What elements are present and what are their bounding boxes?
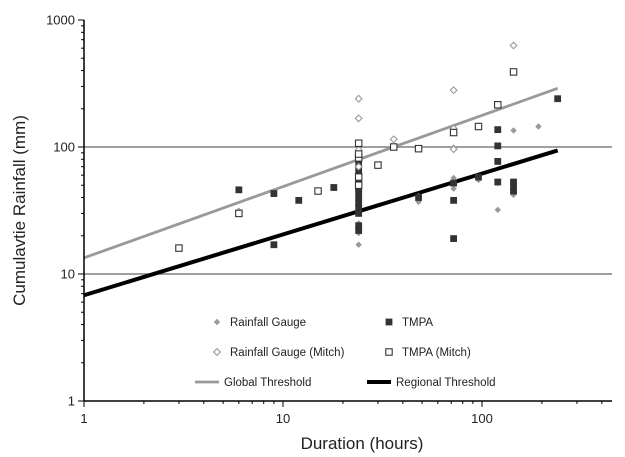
point-tmpa-mitch [414,144,423,153]
point-tmpa-mitch [449,128,458,137]
point-rainfall-gauge [510,127,517,134]
y-axis-title: Cumulavtie Rainfall (mm) [10,115,29,306]
point-rainfall-gauge-mitch [509,41,518,50]
point-tmpa [510,178,517,186]
series-line-global-threshold [83,86,559,260]
legend: Rainfall Gauge TMPA Rainfall Gauge (Mitch)… [195,317,496,389]
point-tmpa [494,142,502,150]
point-tmpa [355,167,363,175]
point-tmpa [450,179,458,187]
point-tmpa-mitch [175,244,183,252]
axes [78,19,612,407]
point-rainfall-gauge-mitch [354,94,363,103]
point-rainfall-gauge [494,206,501,214]
point-rainfall-gauge-mitch [354,114,363,123]
legend-marker-rainfall-gauge-mitch [212,347,222,357]
legend-marker-rainfall-gauge [213,318,221,326]
x-tick-label: 100 [471,411,493,426]
point-tmpa [295,196,303,204]
point-tmpa-mitch [474,122,483,131]
point-tmpa [554,95,562,103]
point-tmpa [355,204,363,212]
data-points [175,41,562,252]
x-tick-label: 1 [80,411,87,426]
legend-label-regional-threshold: Regional Threshold [396,377,496,389]
point-tmpa-mitch [494,101,502,109]
point-tmpa-mitch [354,181,363,189]
point-tmpa-mitch [389,143,398,151]
point-rainfall-gauge [355,241,362,248]
point-tmpa [355,222,363,230]
point-tmpa [494,178,502,186]
grid-layer [84,146,612,275]
point-tmpa-mitch [354,173,363,181]
y-tick-label: 100 [53,140,75,155]
point-rainfall-gauge [535,123,542,130]
point-rainfall-gauge [415,198,422,206]
point-tmpa [494,126,502,134]
y-tick-label: 1000 [46,13,75,28]
point-rainfall-gauge-mitch [449,145,458,154]
point-tmpa [450,196,458,204]
point-rainfall-gauge-mitch [354,162,363,171]
point-rainfall-gauge [450,174,457,182]
point-tmpa [235,186,243,194]
point-rainfall-gauge [450,185,457,192]
point-tmpa-mitch [354,150,363,158]
point-tmpa [494,158,502,165]
x-axis-title: Duration (hours) [301,434,424,453]
point-tmpa [450,235,458,242]
point-tmpa [510,182,517,190]
tick-labels: 1 10 100 1000 1 10 100 [46,13,493,427]
legend-label-tmpa: TMPA [402,317,433,329]
legend-label-tmpa-mitch: TMPA (Mitch) [402,347,471,359]
y-tick-label: 10 [61,267,75,282]
legend-label-rainfall-gauge-mitch: Rainfall Gauge (Mitch) [230,347,345,359]
legend-marker-tmpa-mitch [385,348,393,356]
point-tmpa [475,173,482,181]
point-tmpa-mitch [314,187,322,195]
point-tmpa [355,194,363,201]
point-rainfall-gauge-mitch [449,86,458,95]
point-tmpa [270,190,278,197]
legend-label-rainfall-gauge: Rainfall Gauge [230,317,306,329]
point-tmpa [355,210,363,217]
legend-label-global-threshold: Global Threshold [224,377,311,389]
y-tick-label: 1 [68,394,75,409]
point-tmpa [355,199,363,207]
point-tmpa-mitch [235,209,243,218]
point-tmpa [510,187,517,195]
point-tmpa-mitch [354,139,363,148]
point-tmpa [355,227,363,234]
point-tmpa [270,241,278,249]
point-tmpa [330,184,338,191]
legend-marker-tmpa [385,318,393,326]
point-tmpa [355,188,363,196]
point-tmpa [415,194,422,201]
x-tick-label: 10 [276,411,290,426]
point-tmpa-mitch [509,68,518,76]
point-tmpa-mitch [374,161,382,169]
point-rainfall-gauge-mitch [389,135,398,144]
